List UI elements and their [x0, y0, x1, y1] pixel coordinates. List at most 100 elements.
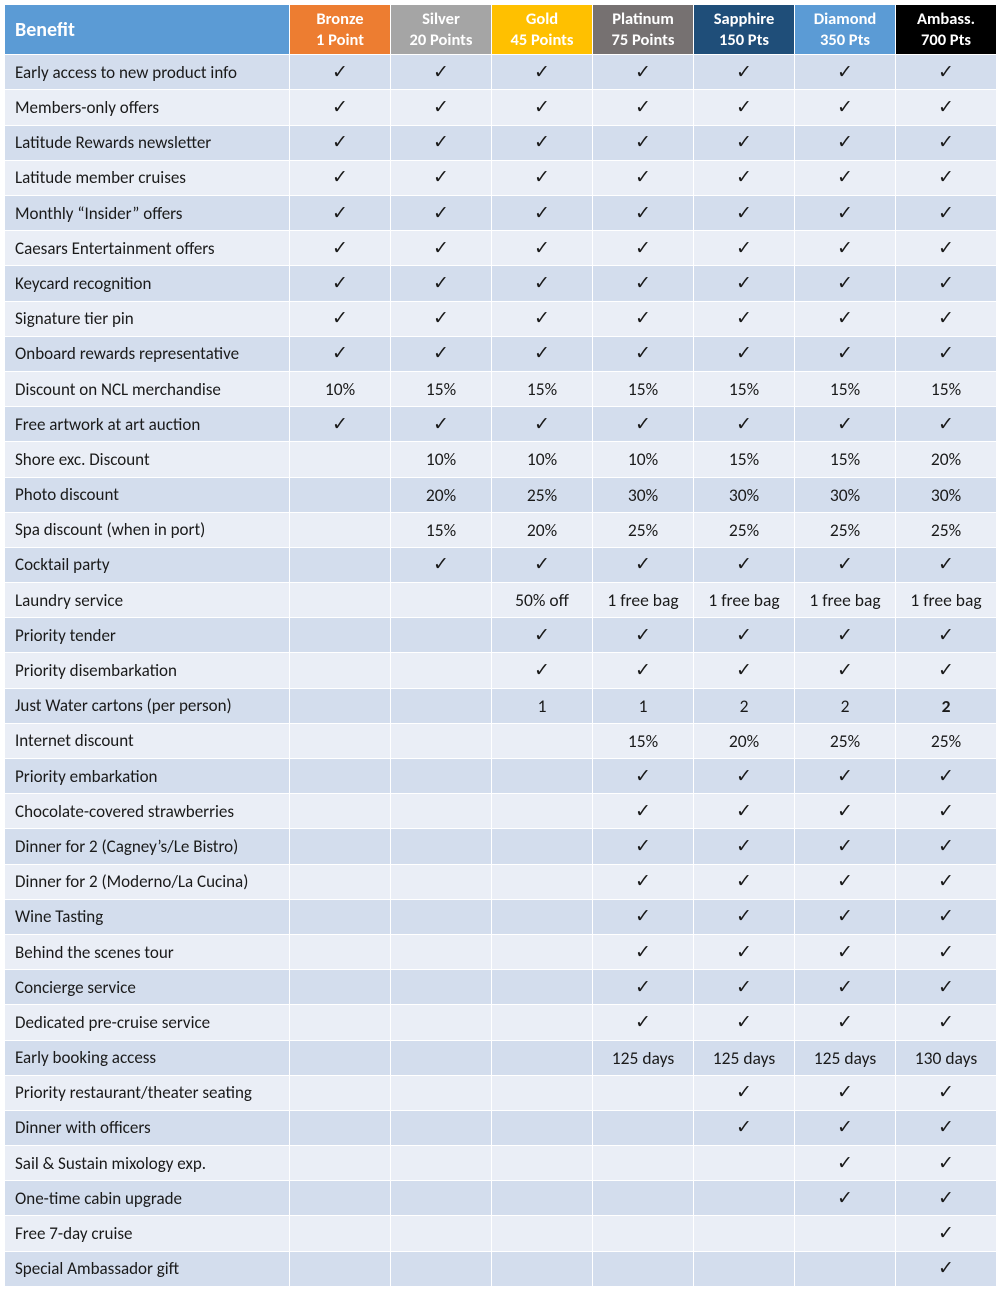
- check-icon: ✓: [837, 659, 853, 682]
- check-icon: ✓: [736, 765, 752, 788]
- tier-value: ✓: [795, 970, 896, 1005]
- table-row: Cocktail party✓✓✓✓✓✓: [5, 547, 997, 582]
- tier-value: ✓: [896, 899, 997, 934]
- tier-name: Diamond: [797, 9, 893, 30]
- tier-value: ✓: [896, 1251, 997, 1286]
- tier-value: ✓: [694, 653, 795, 688]
- check-icon: ✓: [736, 1116, 752, 1139]
- check-icon: ✓: [938, 1081, 954, 1104]
- table-row: Concierge service✓✓✓✓: [5, 970, 997, 1005]
- tier-value: ✓: [694, 336, 795, 371]
- tier-value: ✓: [694, 266, 795, 301]
- tier-value: ✓: [694, 90, 795, 125]
- table-row: Priority tender✓✓✓✓✓: [5, 618, 997, 653]
- tier-value: ✓: [593, 231, 694, 266]
- tier-value: ✓: [896, 407, 997, 442]
- tier-value: ✓: [391, 196, 492, 231]
- benefit-label: Members-only offers: [5, 90, 290, 125]
- check-icon: ✓: [736, 659, 752, 682]
- check-icon: ✓: [635, 413, 651, 436]
- tier-value: ✓: [694, 231, 795, 266]
- tier-value: ✓: [290, 90, 391, 125]
- tier-value: ✓: [290, 266, 391, 301]
- check-icon: ✓: [938, 835, 954, 858]
- tier-value: 30%: [694, 477, 795, 512]
- tier-value: ✓: [694, 618, 795, 653]
- tier-header-silver: Silver20 Points: [391, 5, 492, 55]
- tier-name: Ambass.: [898, 9, 994, 30]
- tier-value: ✓: [593, 407, 694, 442]
- tier-points: 20 Points: [393, 30, 489, 51]
- tier-value: ✓: [795, 55, 896, 90]
- tier-header-gold: Gold45 Points: [492, 5, 593, 55]
- tier-value: 20%: [896, 442, 997, 477]
- tier-value: ✓: [593, 618, 694, 653]
- tier-value: [492, 934, 593, 969]
- tier-value: [290, 512, 391, 547]
- table-row: Spa discount (when in port)15%20%25%25%2…: [5, 512, 997, 547]
- check-icon: ✓: [534, 413, 550, 436]
- tier-value: [492, 759, 593, 794]
- check-icon: ✓: [534, 342, 550, 365]
- benefit-label: Sail & Sustain mixology exp.: [5, 1146, 290, 1181]
- check-icon: ✓: [332, 413, 348, 436]
- tier-value: [694, 1181, 795, 1216]
- tier-value: [492, 723, 593, 758]
- benefit-label: Cocktail party: [5, 547, 290, 582]
- check-icon: ✓: [635, 61, 651, 84]
- tier-value: [593, 1251, 694, 1286]
- tier-value: ✓: [896, 1075, 997, 1110]
- tier-value: ✓: [694, 407, 795, 442]
- benefit-label: Laundry service: [5, 583, 290, 618]
- table-row: Free artwork at art auction✓✓✓✓✓✓✓: [5, 407, 997, 442]
- check-icon: ✓: [534, 202, 550, 225]
- tier-value: ✓: [593, 90, 694, 125]
- tier-value: [391, 829, 492, 864]
- tier-value: ✓: [391, 547, 492, 582]
- check-icon: ✓: [938, 624, 954, 647]
- tier-value: ✓: [593, 336, 694, 371]
- tier-value: ✓: [795, 759, 896, 794]
- check-icon: ✓: [837, 624, 853, 647]
- tier-value: [290, 547, 391, 582]
- tier-value: ✓: [694, 759, 795, 794]
- tier-value: 15%: [694, 371, 795, 406]
- check-icon: ✓: [534, 553, 550, 576]
- tier-value: ✓: [896, 547, 997, 582]
- tier-value: ✓: [896, 231, 997, 266]
- tier-value: 25%: [593, 512, 694, 547]
- tier-value: ✓: [492, 196, 593, 231]
- tier-value: [290, 899, 391, 934]
- check-icon: ✓: [433, 307, 449, 330]
- tier-value: ✓: [290, 196, 391, 231]
- check-icon: ✓: [736, 624, 752, 647]
- tier-value: ✓: [593, 547, 694, 582]
- tier-points: 1 Point: [292, 30, 388, 51]
- table-row: Priority disembarkation✓✓✓✓✓: [5, 653, 997, 688]
- tier-value: [492, 1075, 593, 1110]
- check-icon: ✓: [938, 870, 954, 893]
- check-icon: ✓: [938, 1187, 954, 1210]
- tier-value: ✓: [391, 266, 492, 301]
- tier-value: ✓: [694, 301, 795, 336]
- check-icon: ✓: [332, 202, 348, 225]
- tier-value: 15%: [391, 371, 492, 406]
- check-icon: ✓: [938, 553, 954, 576]
- tier-value: 130 days: [896, 1040, 997, 1075]
- tier-value: ✓: [391, 90, 492, 125]
- check-icon: ✓: [938, 237, 954, 260]
- tier-value: [290, 759, 391, 794]
- check-icon: ✓: [837, 96, 853, 119]
- check-icon: ✓: [534, 624, 550, 647]
- tier-value: ✓: [290, 301, 391, 336]
- tier-value: ✓: [795, 90, 896, 125]
- tier-value: ✓: [896, 1110, 997, 1145]
- tier-value: ✓: [593, 125, 694, 160]
- tier-value: ✓: [391, 301, 492, 336]
- check-icon: ✓: [534, 237, 550, 260]
- tier-value: ✓: [593, 970, 694, 1005]
- check-icon: ✓: [837, 342, 853, 365]
- tier-value: [391, 1075, 492, 1110]
- tier-value: ✓: [795, 1005, 896, 1040]
- check-icon: ✓: [635, 1011, 651, 1034]
